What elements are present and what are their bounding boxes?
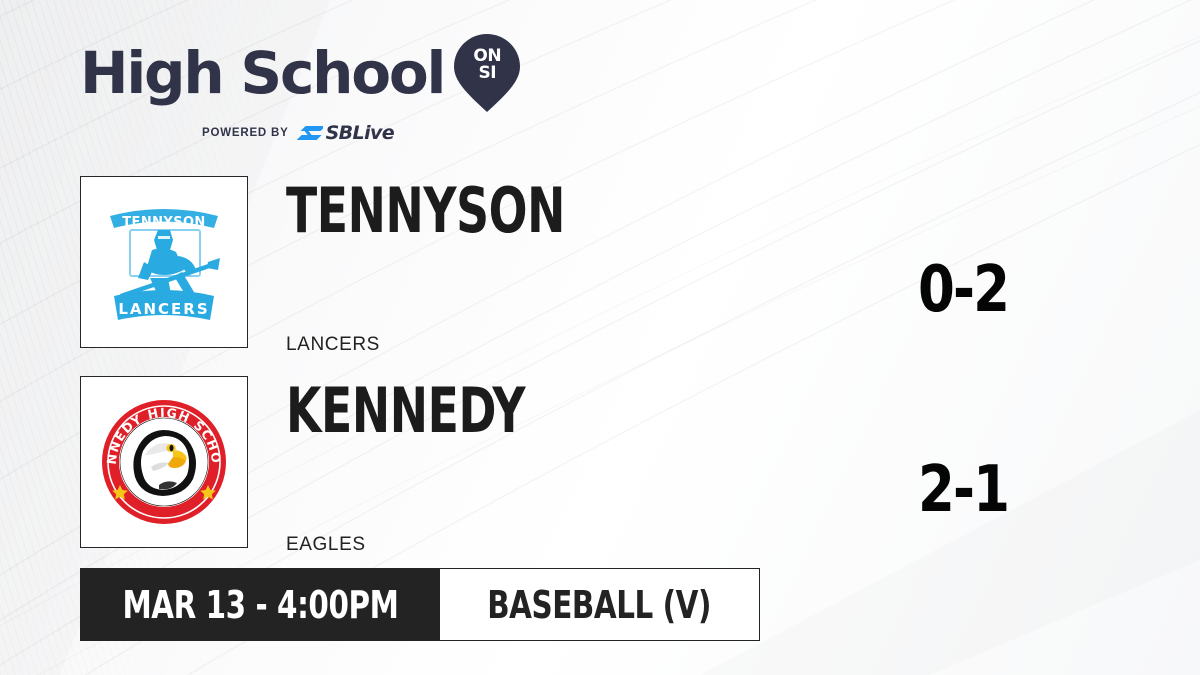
team-row: KENNEDY HIGH SCHOOL [0, 376, 1200, 576]
sblive-wordmark: SBLive [325, 122, 395, 144]
game-sport: BASEBALL (V) [440, 568, 760, 641]
brand-header: High School ON SI POWERED BY SBLive [80, 34, 600, 144]
team-score: 2-1 [918, 453, 1010, 527]
brand-logo: High School ON SI [80, 34, 600, 112]
game-datetime-text: MAR 13 - 4:00PM [122, 582, 398, 627]
game-info-bar: MAR 13 - 4:00PM BASEBALL (V) [80, 568, 760, 641]
powered-by-row: POWERED BY SBLive [80, 122, 600, 144]
tennyson-lancers-logo: TENNYSON LANCER [110, 209, 220, 320]
team-mascot: LANCERS [286, 334, 380, 355]
team-row: TENNYSON LANCER [0, 176, 1200, 376]
team-name: TENNYSON [286, 174, 565, 247]
sblive-bolt-icon [296, 125, 323, 140]
team-mascot: EAGLES [286, 534, 366, 555]
on-si-pin-icon: ON SI [454, 34, 521, 112]
on-si-pin-text: ON SI [454, 48, 520, 82]
sblive-logo: SBLive [296, 122, 395, 144]
team-score: 0-2 [918, 253, 1010, 327]
game-datetime: MAR 13 - 4:00PM [80, 568, 440, 641]
pin-line-on: ON [473, 46, 502, 66]
kennedy-eagles-logo: KENNEDY HIGH SCHOOL [99, 397, 226, 524]
team-logo-box: TENNYSON LANCER [80, 176, 248, 348]
svg-text:LANCERS: LANCERS [118, 300, 209, 318]
powered-by-label: POWERED BY [202, 127, 289, 139]
brand-title: High School [80, 39, 446, 107]
team-name: KENNEDY [286, 374, 526, 447]
pin-line-si: SI [478, 63, 497, 83]
game-sport-text: BASEBALL (V) [487, 582, 712, 627]
team-logo-box: KENNEDY HIGH SCHOOL [80, 376, 248, 548]
svg-text:TENNYSON: TENNYSON [122, 215, 205, 230]
